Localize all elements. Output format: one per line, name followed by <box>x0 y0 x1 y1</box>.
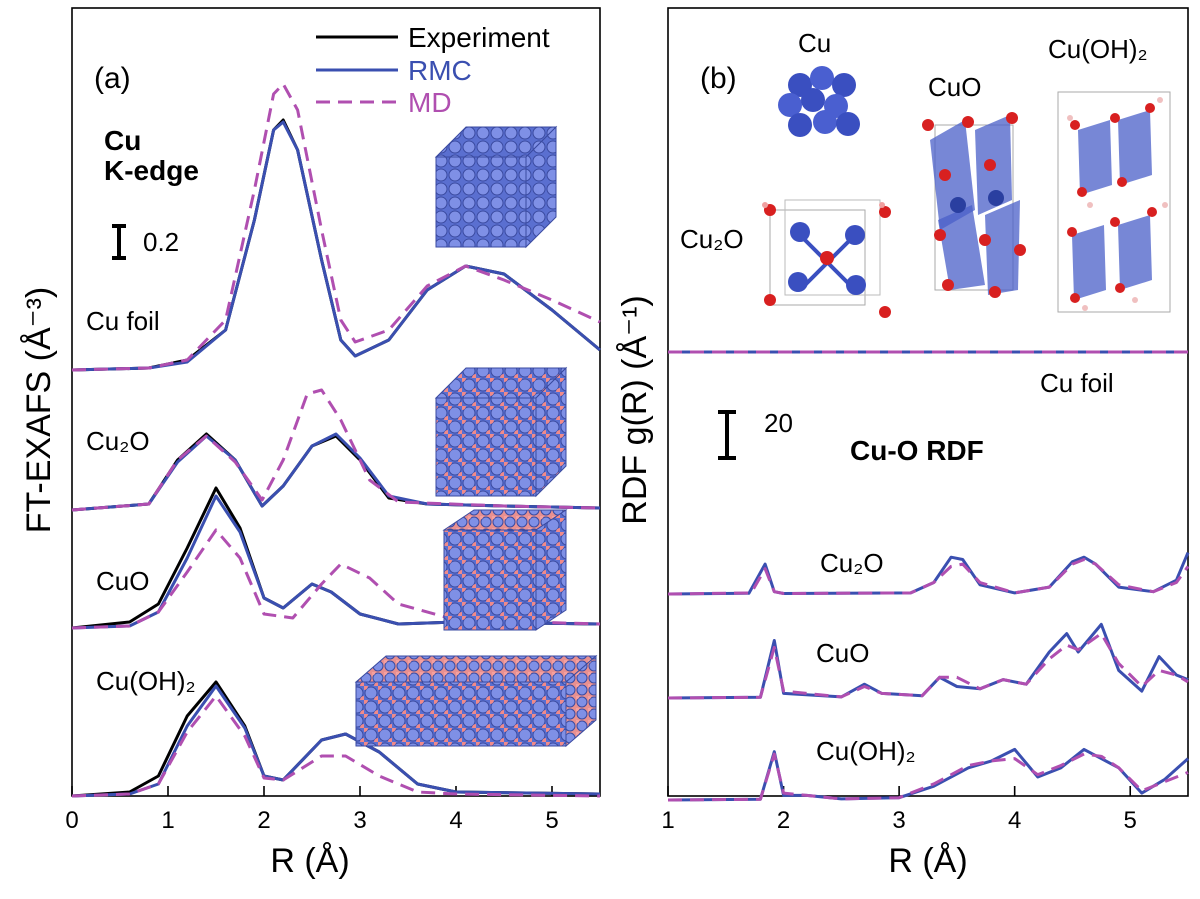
panel-b-xticks: 1 2 3 4 5 <box>661 786 1137 834</box>
panel-b-ylabel: RDF g(R) (Å⁻¹) <box>616 295 654 524</box>
crystal-label-cuoh2: Cu(OH)₂ <box>1048 34 1148 64</box>
panel-b-curves <box>667 350 1190 802</box>
panel-a-sample-cu-foil: Cu foil <box>86 306 160 336</box>
rdf-md-line-3 <box>667 632 1189 700</box>
panel-b-sample-cu-foil: Cu foil <box>1040 368 1114 398</box>
xtick-label: 3 <box>353 807 366 834</box>
rdf-md-line-4 <box>667 752 1189 802</box>
crystal-label-cu2o: Cu₂O <box>680 224 744 254</box>
xtick-label: 1 <box>161 807 174 834</box>
rdf-rmc-line-2 <box>667 552 1190 596</box>
cu2o-crystal-image <box>762 199 891 318</box>
panel-b-sample-cu2o: Cu₂O <box>820 548 884 578</box>
crystal-label-cuo: CuO <box>928 72 981 102</box>
panel-a-xlabel: R (Å) <box>270 842 349 880</box>
panel-b-scale-bar <box>718 410 736 460</box>
xtick-label: 5 <box>545 807 558 834</box>
legend-md: MD <box>408 87 452 118</box>
panel-b-label: (b) <box>700 62 737 95</box>
panel-a-ylabel: FT-EXAFS (Å⁻³) <box>20 287 58 534</box>
panel-a: 0 1 2 3 4 5 (a) Cu K-edge 0.2 Cu foil Cu₂O Cu… <box>20 7 601 880</box>
exafs-md-line-3 <box>71 528 601 630</box>
panel-b-xlabel: R (Å) <box>888 842 967 880</box>
cu-crystal-image <box>778 66 860 137</box>
xtick-label: 4 <box>1008 807 1021 834</box>
panel-a-sample-cuoh2: Cu(OH)₂ <box>96 666 196 696</box>
panel-a-frame <box>71 7 601 797</box>
xtick-label: 3 <box>892 807 905 834</box>
xtick-label: 1 <box>661 807 674 834</box>
xtick-label: 2 <box>257 807 270 834</box>
rdf-rmc-line-4 <box>667 747 1190 802</box>
xtick-label: 0 <box>65 807 78 834</box>
xtick-label: 5 <box>1124 807 1137 834</box>
exafs-md-line-2 <box>71 388 601 512</box>
rdf-md-line-2 <box>667 558 1190 596</box>
cuo-crystal-image <box>922 112 1026 298</box>
rdf-rmc-line-3 <box>667 622 1189 700</box>
panel-b-sample-cuo: CuO <box>816 638 869 668</box>
panel-a-title-line2: K-edge <box>104 155 199 186</box>
panel-a-curves <box>71 82 601 798</box>
panel-b: 1 2 3 4 5 (b) Cu CuO Cu(OH)₂ <box>616 7 1190 880</box>
legend-experiment: Experiment <box>408 22 550 53</box>
legend: Experiment RMC MD <box>316 22 550 118</box>
panel-a-title-line1: Cu <box>104 125 141 156</box>
crystal-label-cu: Cu <box>798 28 831 58</box>
panel-a-sample-cuo: CuO <box>96 566 149 596</box>
panel-b-sample-cuoh2: Cu(OH)₂ <box>816 736 916 766</box>
panel-a-scale-label: 0.2 <box>143 227 179 257</box>
cuoh2-crystal-image <box>1057 91 1171 313</box>
cu-foil-cluster-image <box>434 125 558 249</box>
exafs-md-line-4 <box>71 694 601 798</box>
panel-a-sample-cu2o: Cu₂O <box>86 426 150 456</box>
panel-a-scale-bar <box>112 224 126 260</box>
exafs-md-line-1 <box>71 82 601 372</box>
cuoh2-cluster-image <box>354 654 598 748</box>
exafs-rmc-line-1 <box>71 120 601 372</box>
xtick-label: 2 <box>777 807 790 834</box>
panel-b-scale-label: 20 <box>764 408 793 438</box>
panel-a-label: (a) <box>94 62 131 95</box>
panel-b-title: Cu-O RDF <box>850 435 984 466</box>
legend-rmc: RMC <box>408 55 472 86</box>
panel-b-frame <box>667 7 1189 797</box>
xtick-label: 4 <box>449 807 462 834</box>
cuo-cluster-image <box>442 509 568 631</box>
cu2o-cluster-image <box>434 366 568 498</box>
